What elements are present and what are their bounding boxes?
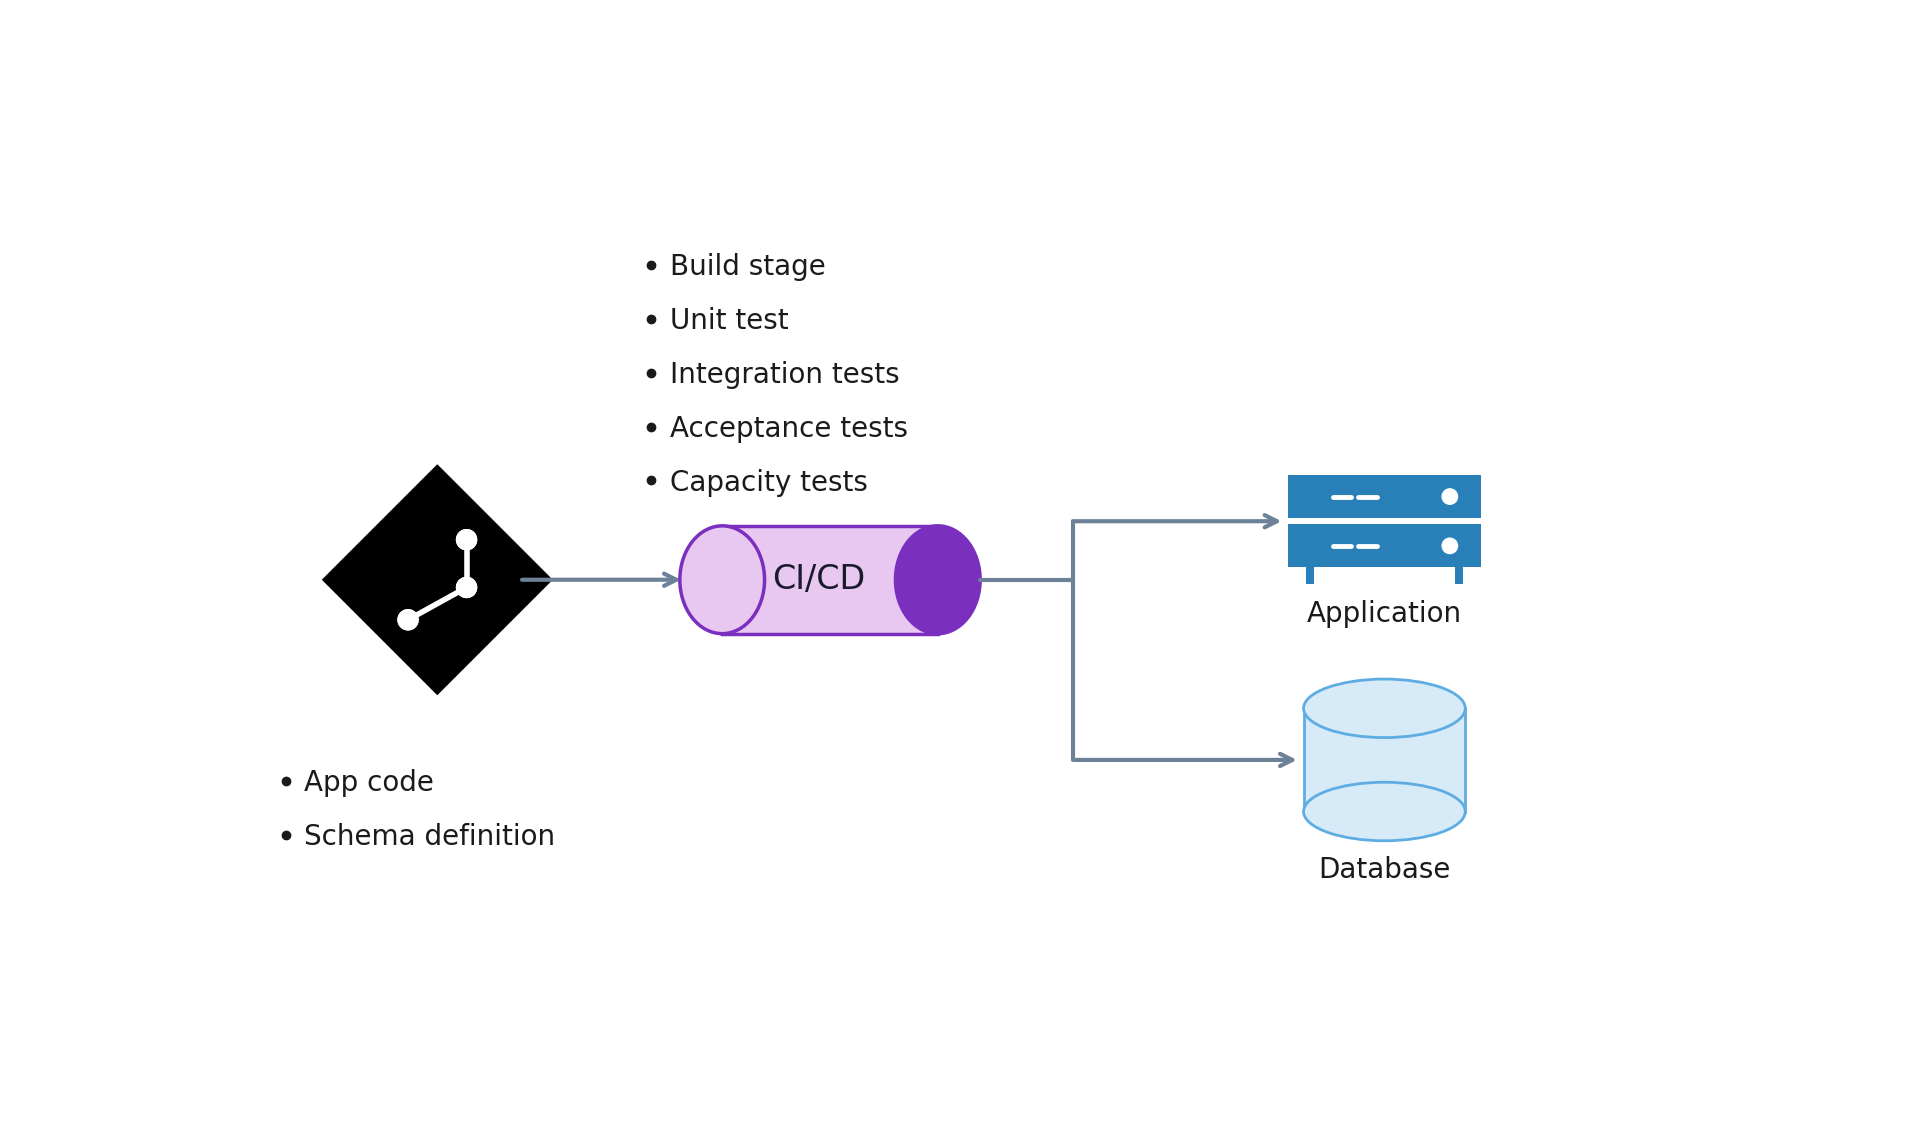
Circle shape — [457, 529, 476, 550]
Ellipse shape — [1304, 680, 1465, 737]
Circle shape — [1442, 538, 1457, 553]
Ellipse shape — [895, 526, 979, 634]
FancyBboxPatch shape — [1306, 567, 1313, 584]
FancyBboxPatch shape — [1304, 708, 1465, 812]
Text: Unit test: Unit test — [670, 307, 789, 335]
Circle shape — [397, 610, 419, 630]
Circle shape — [1442, 489, 1457, 504]
FancyBboxPatch shape — [1288, 475, 1480, 518]
Circle shape — [397, 610, 419, 630]
Text: Database: Database — [1319, 856, 1452, 884]
FancyBboxPatch shape — [722, 526, 937, 634]
Ellipse shape — [1304, 782, 1465, 840]
Text: Build stage: Build stage — [670, 253, 826, 281]
FancyBboxPatch shape — [1288, 525, 1480, 567]
Ellipse shape — [680, 526, 764, 634]
Text: Capacity tests: Capacity tests — [670, 468, 868, 497]
Text: CI/CD: CI/CD — [772, 564, 866, 596]
FancyBboxPatch shape — [1455, 567, 1463, 584]
Circle shape — [457, 577, 476, 597]
Text: App code: App code — [303, 769, 434, 797]
Text: Acceptance tests: Acceptance tests — [670, 414, 908, 443]
Polygon shape — [323, 464, 553, 696]
Circle shape — [457, 577, 476, 597]
Circle shape — [457, 529, 476, 550]
Text: Application: Application — [1308, 599, 1461, 628]
Text: Schema definition: Schema definition — [303, 823, 555, 851]
Text: Integration tests: Integration tests — [670, 360, 899, 389]
